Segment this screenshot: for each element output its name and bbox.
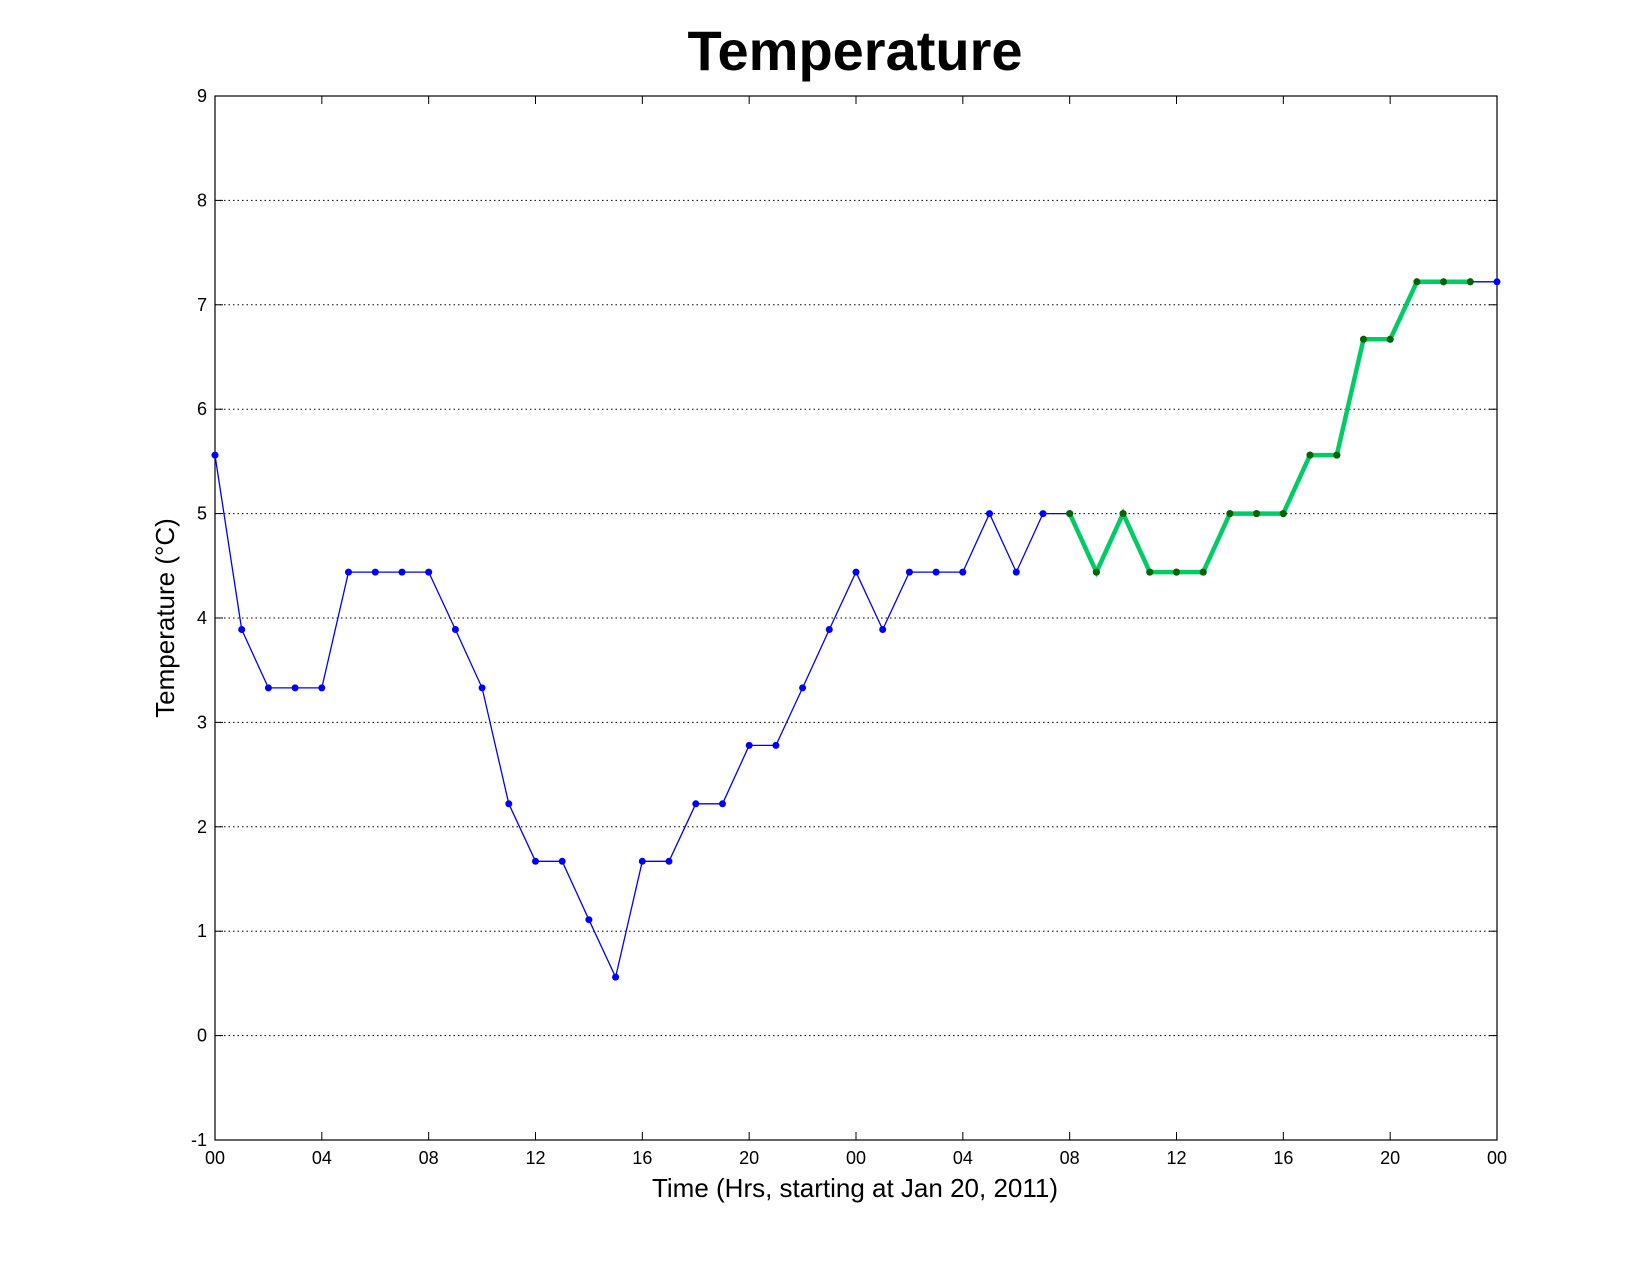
highlight-point — [1466, 278, 1474, 286]
x-tick-label: 12 — [1166, 1148, 1186, 1168]
data-point — [264, 684, 272, 692]
y-tick-label: -1 — [191, 1130, 207, 1150]
data-point — [451, 626, 459, 633]
data-point — [692, 800, 700, 808]
x-tick-label: 00 — [846, 1148, 866, 1168]
data-point — [879, 626, 887, 633]
data-point — [959, 568, 967, 576]
y-tick-label: 9 — [197, 86, 207, 106]
highlight-series-line — [1067, 279, 1471, 578]
data-point — [211, 451, 219, 459]
x-tick-label: 04 — [953, 1148, 973, 1168]
chart-title: Temperature — [687, 19, 1022, 82]
data-point — [665, 857, 673, 865]
highlight-point — [1333, 451, 1341, 459]
x-tick-label: 00 — [1487, 1148, 1507, 1168]
data-point — [371, 568, 379, 576]
data-point — [345, 568, 352, 576]
data-point — [1039, 510, 1047, 518]
y-tick-label: 2 — [197, 817, 207, 837]
highlight-point — [1360, 335, 1367, 343]
data-point — [532, 857, 539, 865]
data-point — [638, 857, 646, 865]
data-point — [986, 510, 993, 518]
x-tick-label: 08 — [1060, 1148, 1080, 1168]
data-point — [612, 973, 620, 981]
data-point — [291, 684, 299, 692]
data-point — [238, 626, 246, 633]
data-point — [905, 568, 913, 576]
highlight-point — [1173, 568, 1180, 576]
x-tick-label: 20 — [739, 1148, 759, 1168]
y-tick-label: 4 — [197, 608, 207, 628]
y-axis-label: Temperature (°C) — [150, 518, 180, 718]
gridlines — [215, 199, 1497, 1037]
data-point — [318, 684, 326, 692]
highlight-point — [1092, 568, 1100, 576]
data-point — [425, 568, 433, 576]
highlight-point — [1440, 278, 1448, 286]
x-tick-label: 16 — [632, 1148, 652, 1168]
x-axis-label: Time (Hrs, starting at Jan 20, 2011) — [652, 1173, 1058, 1203]
data-point — [505, 800, 513, 808]
data-point — [478, 684, 486, 692]
y-tick-label: 8 — [197, 190, 207, 210]
x-tick-label: 08 — [419, 1148, 439, 1168]
data-point — [398, 568, 406, 576]
data-point — [719, 800, 726, 808]
data-point — [1493, 278, 1501, 286]
highlight-point — [1279, 510, 1287, 518]
data-point — [772, 741, 780, 749]
highlight-point — [1386, 335, 1394, 343]
data-point — [558, 857, 566, 865]
highlight-point — [1119, 510, 1127, 518]
y-tick-label: 7 — [197, 295, 207, 315]
highlight-point — [1066, 510, 1074, 518]
data-point — [1012, 568, 1020, 576]
data-point — [799, 684, 807, 692]
highlight-point — [1199, 568, 1207, 576]
y-tick-label: 1 — [197, 921, 207, 941]
y-tick-label: 6 — [197, 399, 207, 419]
x-tick-label: 04 — [312, 1148, 332, 1168]
y-tick-label: 3 — [197, 712, 207, 732]
y-tick-label: 0 — [197, 1026, 207, 1046]
highlight-point — [1413, 278, 1421, 286]
data-point — [825, 626, 833, 633]
temperature-series-line — [214, 281, 1497, 980]
highlight-point — [1146, 568, 1154, 576]
highlight-point — [1253, 510, 1261, 518]
x-tick-label: 20 — [1380, 1148, 1400, 1168]
data-point — [745, 741, 753, 749]
data-series — [211, 278, 1501, 981]
y-tick-label: 5 — [197, 504, 207, 524]
highlight-point — [1226, 510, 1234, 518]
data-point — [585, 916, 593, 924]
x-tick-label: 12 — [525, 1148, 545, 1168]
highlight-point — [1306, 451, 1314, 459]
data-point — [852, 568, 860, 576]
data-point — [932, 568, 940, 576]
x-tick-label: 16 — [1273, 1148, 1293, 1168]
x-tick-label: 00 — [205, 1148, 225, 1168]
